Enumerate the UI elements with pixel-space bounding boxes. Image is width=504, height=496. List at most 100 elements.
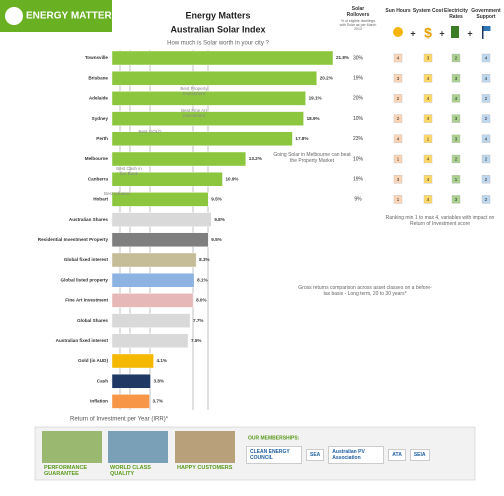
table-cell: 10% [353, 156, 364, 162]
rank-box [423, 134, 433, 144]
table-cell: 4 [427, 76, 430, 82]
footer-item: WORLD CLASS QUALITY [110, 465, 151, 477]
annotation: Best Fine Art Investment [181, 108, 207, 118]
question: How much is Solar worth in your city ? [167, 41, 269, 47]
rank-box [393, 94, 403, 103]
photo [42, 431, 102, 463]
value-label: 3.8% [154, 378, 164, 383]
category-label: Canberra [88, 176, 109, 181]
value-label: 18.9% [307, 116, 320, 121]
plus: + [467, 28, 472, 38]
ranking-note: Ranking min 1 to max 4, variables with i… [385, 215, 495, 227]
bar [111, 111, 304, 126]
rank-box [451, 73, 461, 83]
category-label: Melbourne [85, 156, 109, 161]
table-cell: 1 [397, 197, 400, 203]
table-cell: 9% [354, 197, 362, 203]
logo-icon [5, 7, 23, 25]
table-cell: 1 [455, 177, 458, 183]
rank-box [393, 134, 403, 144]
rank-box [423, 94, 433, 103]
category-label: Global fixed interest [64, 257, 109, 262]
table-cell: 2 [485, 177, 488, 183]
value-label: 8.0% [196, 298, 206, 303]
table-cell: 4 [455, 96, 458, 102]
table-cell: 2 [397, 116, 400, 122]
rank-box [423, 154, 433, 164]
rank-box [393, 195, 403, 204]
bar [111, 131, 293, 147]
column-header: Government Support [471, 8, 501, 20]
table-cell: 4 [427, 177, 430, 183]
value-label: 3.7% [153, 399, 163, 404]
logo-text: ENERGY MATTERS [26, 11, 119, 22]
table-cell: 3 [397, 177, 400, 183]
rank-box [451, 195, 461, 204]
category-label: Adelaide [89, 96, 109, 101]
bar [111, 50, 334, 66]
table-cell: 2 [485, 96, 488, 102]
table-cell: 3 [455, 116, 458, 122]
annotation: Best Property Investment [180, 86, 208, 96]
rank-box [451, 114, 461, 123]
photo [175, 431, 235, 463]
category-label: Global Shares [77, 318, 108, 323]
category-label: Gold (in AUD) [78, 358, 108, 363]
bar [111, 192, 209, 207]
bar [111, 313, 191, 328]
category-label: Inflation [90, 399, 108, 404]
value-label: 19.1% [309, 96, 322, 101]
bar [111, 91, 306, 106]
flag-icon [483, 26, 491, 31]
column-note: % of eligible dwellings with Solar as pe… [339, 19, 377, 32]
bar [111, 394, 150, 409]
reference-lines [119, 50, 209, 410]
table-cell: 2 [455, 157, 458, 163]
table-cell: 4 [485, 56, 488, 62]
annotation: Best GOLD [138, 129, 162, 134]
rank-box [393, 53, 403, 63]
category-label: Sydney [92, 116, 109, 121]
photo [108, 431, 168, 463]
value-label: 20.2% [320, 75, 333, 80]
value-label: 4.1% [157, 358, 167, 363]
category-label: Hobart [93, 197, 108, 202]
membership-logo: Australian PV Association [328, 446, 385, 464]
bar [111, 374, 151, 389]
rank-box [393, 154, 403, 164]
bar [111, 151, 247, 167]
table-cell: 2 [485, 116, 488, 122]
category-label: Fine Art Investment [65, 298, 108, 303]
value-label: 7.7% [193, 318, 203, 323]
table-cell: 3 [455, 76, 458, 82]
footer-item: PERFORMANCE GUARANTEE [44, 465, 88, 477]
rank-box [393, 73, 403, 83]
membership-logo: CLEAN ENERGY COUNCIL [246, 446, 302, 464]
value-label: 9.5% [211, 237, 221, 242]
category-label: Australian fixed interest [56, 338, 109, 343]
bar [111, 353, 154, 369]
category-label: Brisbane [88, 75, 108, 80]
value-label: 21.8% [336, 55, 349, 60]
gross-returns-note: Gross returns comparison across asset cl… [298, 285, 432, 297]
table-cell: 1 [427, 136, 430, 142]
table-cell: 19% [353, 177, 364, 183]
membership-logo: SEIA [409, 449, 430, 461]
value-label: 7.5% [191, 338, 201, 343]
bar [111, 333, 189, 348]
bar [111, 171, 223, 187]
table-cell: 4 [397, 136, 400, 142]
bar [111, 232, 209, 248]
footer-item: HAPPY CUSTOMERS [177, 465, 233, 471]
rank-box [423, 195, 433, 204]
table-cell: 4 [485, 76, 488, 82]
column-header: Sun Hours [385, 8, 411, 14]
memberships: CLEAN ENERGY COUNCIL SEA Australian PV Ass… [246, 446, 471, 464]
bar [111, 70, 317, 86]
table-cell: 4 [427, 157, 430, 163]
rank-box [423, 174, 433, 184]
table-cell: 4 [485, 136, 488, 142]
annotation: Best Inflation [103, 191, 130, 196]
